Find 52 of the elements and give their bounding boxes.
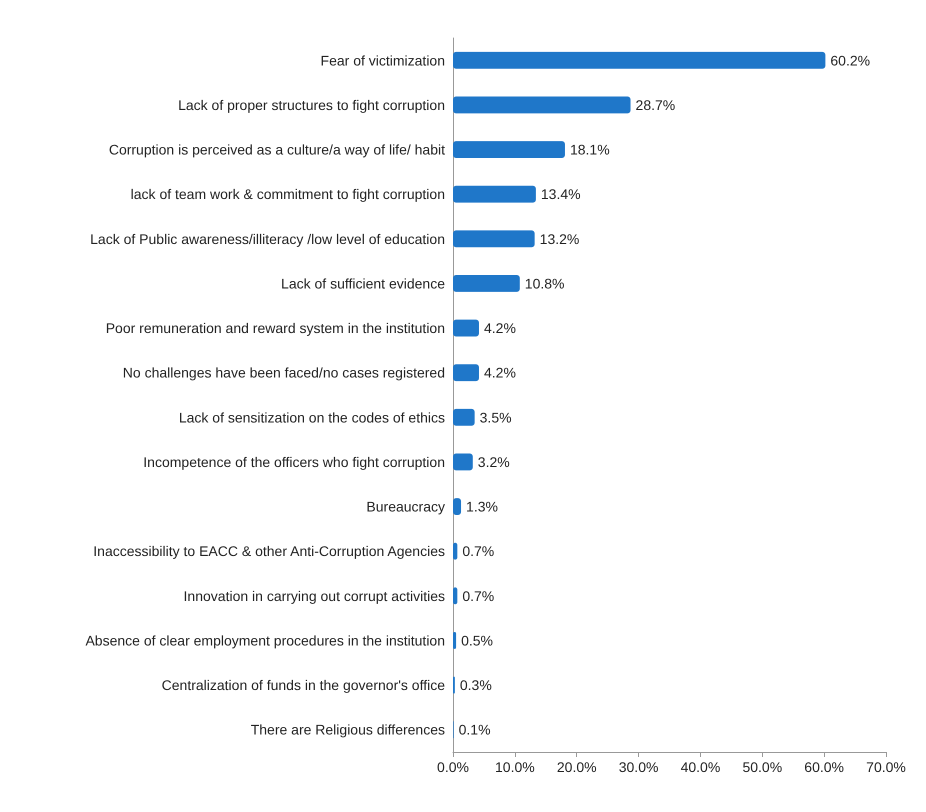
y-tick-label: Bureaucracy (366, 498, 445, 515)
x-tick-label: 0.0% (437, 759, 469, 775)
data-label: 4.2% (484, 320, 516, 336)
data-label: 3.5% (480, 409, 512, 426)
y-tick-label: Lack of proper structures to fight corruption (178, 96, 445, 113)
data-label: 1.3% (466, 498, 498, 515)
data-label: 0.7% (462, 543, 494, 560)
bar (453, 141, 565, 158)
x-tick-label: 40.0% (680, 759, 720, 775)
data-label: 60.2% (830, 52, 870, 68)
data-label: 0.1% (458, 722, 491, 738)
y-tick-label: Absence of clear employment procedures in the institution (85, 632, 445, 648)
x-tick-label: 60.0% (804, 759, 844, 775)
data-label: 3.2% (478, 454, 510, 470)
y-tick-label: Corruption is perceived as a culture/a way of life/ habit (108, 142, 446, 158)
y-tick-label: Inaccessibility to EACC & other Anti-Corruption Agencies (93, 543, 445, 560)
bar (453, 364, 479, 382)
y-tick-label: Innovation in carrying out corrupt activities (184, 588, 445, 604)
data-label: 13.2% (540, 230, 580, 247)
data-label: 28.7% (636, 96, 676, 113)
bar (453, 52, 826, 69)
y-tick-label: There are Religious differences (250, 722, 445, 738)
bar (453, 274, 520, 292)
bar (453, 96, 631, 114)
bar (453, 498, 462, 516)
bar (453, 320, 479, 337)
data-label: 18.1% (570, 142, 610, 158)
bar (453, 453, 473, 470)
data-label: 13.4% (540, 186, 581, 202)
data-label: 0.7% (462, 588, 494, 604)
y-tick-label: Incompetence of the officers who fight corruption (143, 454, 445, 470)
x-tick-label: 30.0% (618, 759, 658, 775)
x-tick-label: 20.0% (556, 759, 597, 775)
y-tick-label: Lack of sufficient evidence (281, 275, 446, 292)
x-tick-label: 70.0% (866, 759, 906, 775)
y-tick-label: Lack of Public awareness/illiteracy /low level of education (90, 230, 445, 247)
data-label: 4.2% (484, 364, 516, 381)
y-tick-label: No challenges have been faced/no cases registered (122, 364, 445, 381)
bar (453, 632, 456, 649)
x-tick-label: 50.0% (742, 759, 782, 775)
bar (453, 230, 535, 248)
data-label: 0.5% (461, 632, 494, 648)
y-tick-label: Poor remuneration and reward system in the institution (106, 320, 445, 336)
bar (453, 186, 536, 203)
y-tick-label: Lack of sensitization on the codes of ethics (178, 409, 445, 426)
y-tick-label: Fear of victimization (320, 52, 445, 68)
data-label: 0.3% (460, 677, 492, 694)
y-tick-label: Centralization of funds in the governor's office (162, 677, 446, 694)
bar (453, 408, 475, 426)
x-tick-label: 10.0% (495, 759, 535, 775)
data-label: 10.8% (524, 275, 565, 292)
y-tick-label: lack of team work & commitment to fight corruption (130, 186, 445, 202)
